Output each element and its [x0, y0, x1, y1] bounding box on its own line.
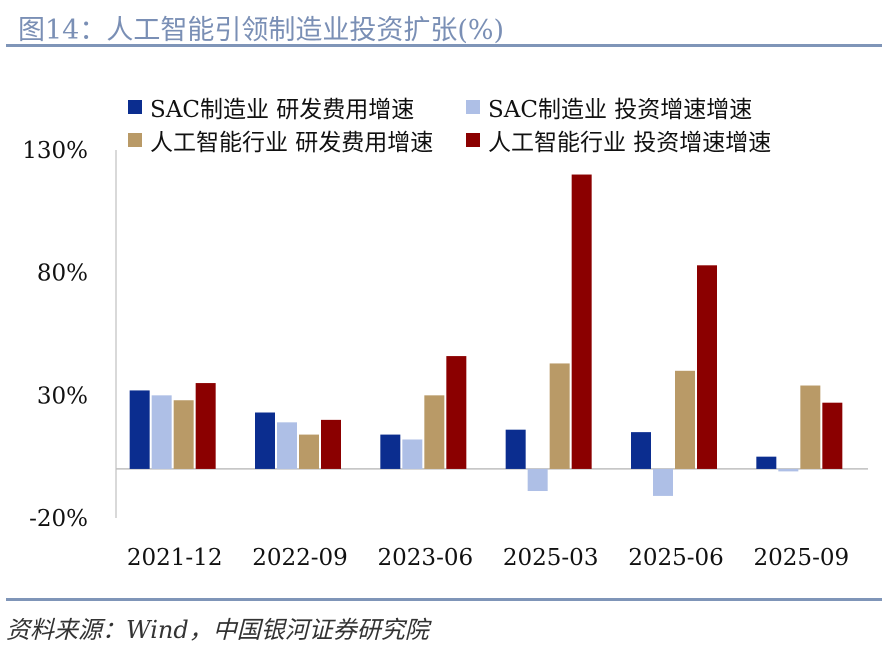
bar	[675, 370, 695, 469]
bar	[321, 419, 341, 469]
bar	[800, 385, 821, 469]
bar	[299, 434, 319, 469]
legend-swatch	[466, 100, 480, 114]
legend-label: SAC制造业 研发费用增速	[150, 97, 415, 123]
x-tick-label: 2025-09	[754, 545, 850, 571]
bar	[195, 383, 216, 469]
legend-swatch	[128, 100, 142, 114]
x-tick-label: 2023-06	[378, 545, 474, 571]
bar	[756, 456, 777, 469]
bar	[697, 265, 717, 469]
bar	[173, 400, 194, 469]
source-note: 资料来源：Wind，中国银河证券研究院	[6, 616, 429, 644]
x-tick-label: 2025-06	[628, 545, 724, 571]
y-axis: 130% 80% 30% -20%	[22, 138, 88, 532]
x-tick-label: 2022-09	[252, 545, 348, 571]
bar	[822, 402, 843, 469]
legend-item-sac-invest: SAC制造业 投资增速增速	[466, 90, 752, 124]
bar	[571, 174, 592, 469]
y-tick-label: -20%	[29, 506, 88, 532]
bar	[129, 390, 150, 469]
legend-label: SAC制造业 投资增速增速	[488, 97, 753, 123]
footer-divider	[6, 598, 882, 601]
x-tick-label: 2025-03	[503, 545, 599, 571]
legend-label: 人工智能行业 投资增速增速	[488, 130, 772, 156]
bars	[129, 174, 843, 496]
bar	[446, 356, 467, 469]
legend-label: 人工智能行业 研发费用增速	[150, 130, 434, 156]
bar	[424, 395, 445, 469]
bar	[653, 468, 673, 496]
y-tick-label: 30%	[37, 383, 88, 409]
bar	[402, 439, 423, 469]
legend-item-ai-invest: 人工智能行业 投资增速增速	[466, 123, 771, 157]
legend-swatch	[128, 133, 142, 147]
bar	[778, 468, 799, 472]
bar	[505, 429, 526, 469]
x-axis: 2021-12 2022-09 2023-06 2025-03 2025-06 2025-…	[127, 545, 849, 571]
legend-item-sac-rd: SAC制造业 研发费用增速	[128, 90, 414, 124]
y-tick-label: 80%	[37, 261, 88, 287]
chart-title: 图14：人工智能引领制造业投资扩张(%)	[18, 15, 505, 46]
bar	[255, 412, 275, 469]
bar-chart: 130% 80% 30% -20% 2021-12 2022-09 2023-06 2025…	[22, 138, 868, 571]
legend-item-ai-rd: 人工智能行业 研发费用增速	[128, 123, 433, 157]
x-tick-label: 2021-12	[127, 545, 223, 571]
bar	[380, 434, 401, 469]
bar	[549, 363, 570, 469]
bar	[151, 395, 172, 469]
y-tick-label: 130%	[22, 138, 88, 164]
title-divider	[6, 44, 882, 47]
bar	[631, 432, 651, 469]
legend-swatch	[466, 133, 480, 147]
bar	[527, 468, 548, 492]
bar	[277, 422, 297, 469]
